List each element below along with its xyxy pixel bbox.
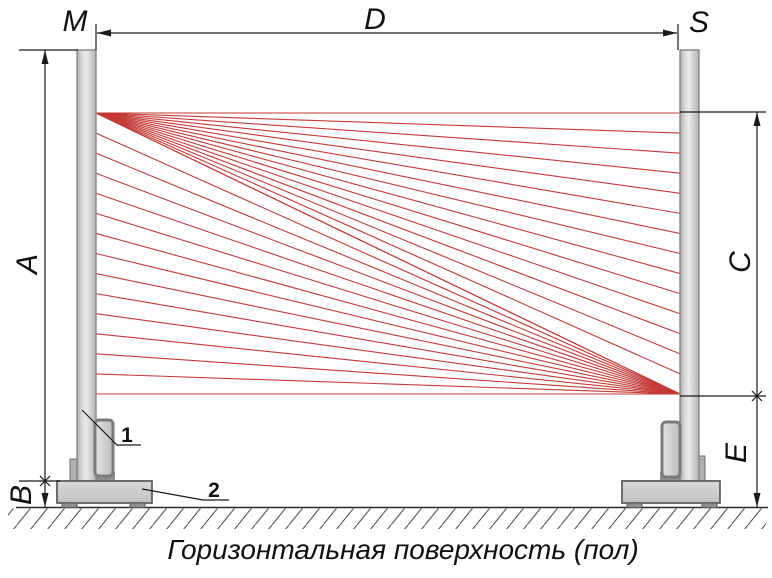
beam-ray	[95, 112, 681, 295]
dim-e-label: E	[720, 442, 753, 463]
beam-ray	[95, 333, 681, 395]
left-sensor-unit	[93, 418, 115, 478]
beam-ray	[95, 132, 681, 395]
right-sensor-unit	[660, 420, 682, 479]
receiver-post-label: S	[689, 6, 709, 39]
dim-e-arrow-down	[753, 493, 761, 507]
beam-ray	[95, 112, 681, 335]
left-base-foot-1	[61, 502, 78, 508]
ground-hatching	[8, 508, 766, 529]
dim-a-arrow-up	[41, 50, 49, 64]
beam-ray	[95, 112, 681, 315]
dim-b-arrow-down	[41, 493, 49, 507]
dim-b-label: B	[5, 485, 38, 505]
dimension-a: A	[11, 49, 78, 487]
callout-base-plate: 2	[141, 479, 229, 502]
beam-ray	[95, 232, 681, 395]
left-post-assembly	[56, 49, 153, 508]
beam-ray	[95, 112, 681, 194]
beam-fan	[95, 112, 681, 395]
beam-ray	[95, 373, 681, 395]
dimension-e: E	[720, 396, 761, 507]
beam-ray	[95, 192, 681, 395]
right-base-plate	[621, 480, 721, 504]
dim-d-arrow-right	[663, 29, 677, 37]
beam-ray	[95, 112, 681, 375]
floor-caption: Горизонтальная поверхность (пол)	[167, 534, 638, 565]
beam-ray	[95, 273, 681, 395]
beam-ray	[95, 212, 681, 395]
callout-sensor-unit: 1	[81, 409, 141, 447]
callout-1-label: 1	[121, 424, 133, 447]
callout-2-label: 2	[208, 479, 220, 502]
callout-2-leader	[141, 488, 229, 501]
beam-ray	[95, 112, 681, 154]
beam-ray	[95, 112, 681, 395]
dim-c-arrow-up	[753, 112, 761, 126]
right-base-foot-1	[626, 502, 643, 508]
beam-ray	[95, 172, 681, 395]
callout-1-leader	[81, 409, 141, 446]
left-base-plate	[56, 480, 153, 504]
beam-ray	[95, 112, 681, 255]
beam-ray	[95, 112, 681, 174]
beam-ray	[95, 252, 681, 395]
beam-ray	[95, 293, 681, 395]
beam-ray	[95, 152, 681, 395]
beam-ray	[95, 112, 681, 134]
right-base-foot-2	[701, 502, 718, 508]
ground	[8, 506, 768, 529]
emitter-post-label: M	[63, 5, 88, 38]
beam-ray	[95, 353, 681, 395]
left-post-bracket	[69, 458, 78, 482]
dimension-d: D	[95, 3, 679, 50]
beam-ray	[95, 313, 681, 395]
beam-ray	[95, 112, 681, 355]
right-post	[679, 49, 700, 482]
left-post	[76, 49, 97, 482]
left-base-foot-2	[129, 502, 146, 508]
beam-ray	[95, 112, 681, 275]
right-post-assembly	[621, 49, 721, 508]
dim-c-label: C	[724, 251, 757, 273]
dim-d-label: D	[364, 3, 386, 36]
dim-a-label: A	[11, 254, 44, 276]
beam-ray	[95, 112, 681, 234]
dimension-b: B	[5, 481, 49, 507]
dim-d-arrow-left	[97, 29, 111, 37]
beam-ray	[95, 112, 681, 214]
